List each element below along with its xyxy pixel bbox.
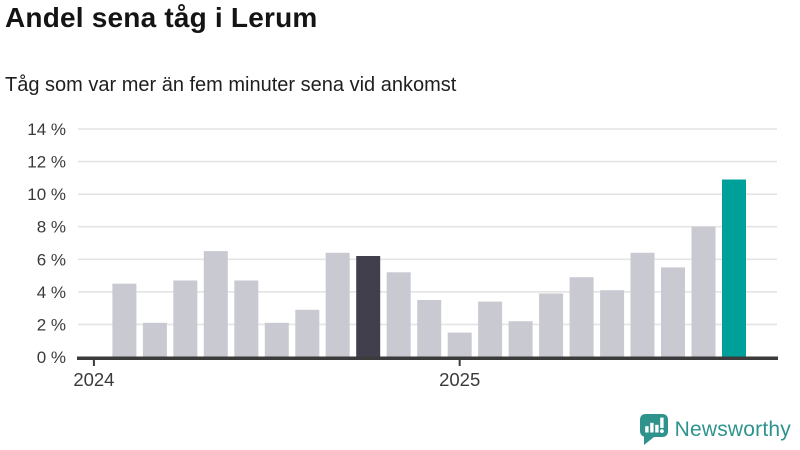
bar-2025-04 bbox=[539, 293, 564, 357]
bar-2025-08 bbox=[661, 267, 685, 357]
y-axis-label: 14 % bbox=[27, 120, 66, 139]
newsworthy-logo-icon bbox=[639, 414, 668, 445]
chart-title: Andel sena tåg i Lerum bbox=[5, 2, 318, 33]
y-axis-label: 12 % bbox=[27, 153, 66, 172]
newsworthy-wordmark: Newsworthy bbox=[674, 417, 791, 441]
bar-2024-04 bbox=[173, 280, 198, 357]
bar-2024-10 bbox=[356, 256, 381, 357]
x-axis-label: 2024 bbox=[73, 369, 114, 390]
bar-2024-09 bbox=[325, 252, 350, 357]
chart-subtitle: Tåg som var mer än fem minuter sena vid … bbox=[5, 74, 457, 96]
bar-2024-06 bbox=[234, 280, 259, 357]
y-axis-label: 4 % bbox=[37, 283, 66, 302]
bar-2024-02 bbox=[112, 283, 137, 357]
bar-2024-07 bbox=[264, 322, 289, 357]
bar-2024-05 bbox=[203, 251, 228, 357]
y-axis-label: 0 % bbox=[37, 348, 66, 367]
bar-2025-06 bbox=[600, 290, 625, 357]
bar-2025-09 bbox=[691, 226, 716, 357]
y-axis-label: 2 % bbox=[37, 315, 66, 334]
bar-2025-10 bbox=[722, 179, 746, 357]
bar-2024-03 bbox=[142, 322, 167, 357]
y-axis-label: 6 % bbox=[37, 250, 66, 269]
bar-2025-05 bbox=[569, 277, 594, 357]
bar-2024-12 bbox=[417, 300, 442, 357]
x-axis-label: 2025 bbox=[439, 369, 480, 390]
bar-2025-07 bbox=[630, 252, 655, 357]
bar-2025-01 bbox=[447, 332, 472, 357]
bar-2024-11 bbox=[386, 272, 411, 357]
y-axis-label: 10 % bbox=[27, 185, 66, 204]
x-axis-line bbox=[77, 356, 778, 360]
y-axis-label: 8 % bbox=[37, 218, 66, 237]
bar-2024-08 bbox=[295, 309, 320, 357]
bar-2025-02 bbox=[478, 301, 503, 357]
newsworthy-branding: Newsworthy bbox=[639, 414, 791, 445]
bar-2025-03 bbox=[508, 321, 533, 357]
